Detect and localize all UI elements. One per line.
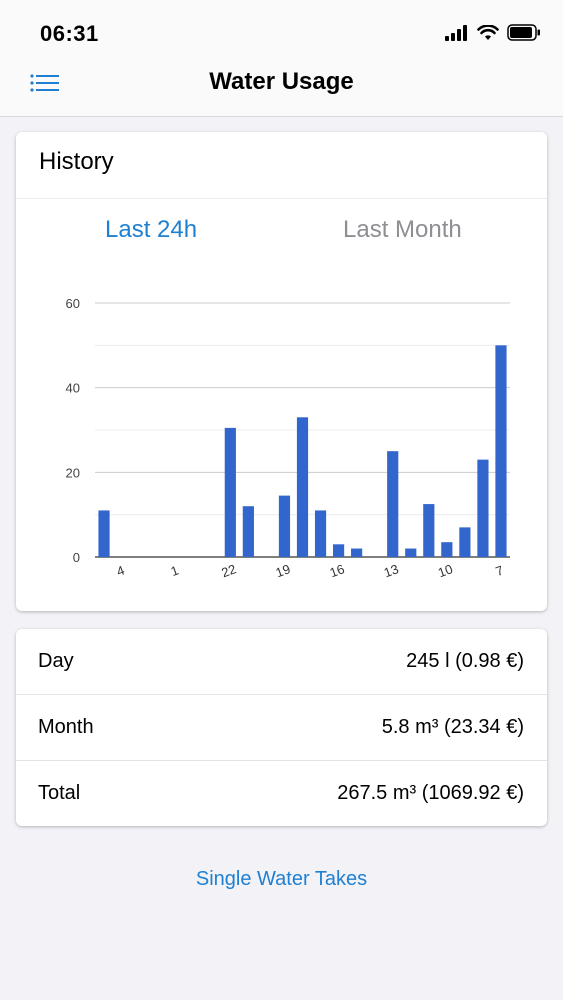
row-divider	[16, 694, 547, 695]
status-bar: 06:31	[0, 0, 563, 64]
cellular-signal-icon	[445, 24, 467, 41]
x-tick-label: 10	[436, 561, 455, 580]
usage-chart: 0 20 40 60 4 1 22 19 16 13 10 7	[16, 282, 547, 592]
x-tick-label: 13	[382, 561, 401, 580]
history-title: History	[39, 148, 114, 175]
x-tick-label: 4	[115, 562, 127, 579]
status-icons	[445, 24, 541, 41]
tab-last-month[interactable]: Last Month	[343, 216, 462, 243]
x-tick-label: 22	[219, 561, 238, 580]
y-tick-label: 40	[66, 381, 80, 396]
x-tick-label: 1	[169, 562, 181, 579]
y-tick-label: 60	[66, 296, 80, 311]
period-tabs: Last 24h Last Month	[16, 198, 547, 264]
stats-day-label: Day	[38, 650, 74, 672]
y-tick-label: 0	[73, 550, 80, 565]
single-water-takes-link[interactable]: Single Water Takes	[195, 868, 368, 890]
bar	[224, 427, 236, 557]
stats-row-day: Day 245 l (0.98 €)	[16, 629, 547, 695]
bar	[405, 548, 417, 557]
bar	[242, 506, 254, 557]
bar	[387, 451, 399, 557]
history-header: History	[16, 132, 547, 199]
bar	[459, 527, 471, 557]
stats-day-value: 245 l (0.98 €)	[406, 650, 524, 672]
bar	[332, 544, 345, 557]
status-time: 06:31	[40, 21, 99, 46]
bar	[351, 548, 363, 557]
x-tick-label: 19	[274, 561, 293, 580]
navigation-bar: Water Usage	[0, 64, 563, 117]
bar	[423, 504, 435, 557]
bar	[98, 510, 110, 557]
battery-icon	[507, 24, 540, 41]
stats-card: Day 245 l (0.98 €) Month 5.8 m³ (23.34 €…	[16, 629, 547, 826]
x-tick-label: 7	[493, 562, 505, 579]
bar	[296, 417, 309, 557]
bar	[477, 459, 489, 557]
x-tick-label: 16	[328, 561, 347, 580]
bar	[441, 542, 453, 557]
stats-row-total: Total 267.5 m³ (1069.92 €)	[16, 761, 547, 827]
bar	[495, 345, 507, 557]
stats-total-value: 267.5 m³ (1069.92 €)	[337, 782, 524, 804]
bar	[278, 495, 291, 557]
row-divider	[16, 760, 547, 761]
bar	[314, 510, 327, 557]
menu-button[interactable]	[30, 72, 60, 94]
y-tick-label: 20	[66, 465, 80, 480]
stats-month-value: 5.8 m³ (23.34 €)	[381, 716, 524, 738]
tab-last-24h[interactable]: Last 24h	[105, 216, 198, 243]
stats-row-month: Month 5.8 m³ (23.34 €)	[16, 695, 547, 761]
history-card: History Last 24h Last Month 0 20 40 60 4 1 22 1…	[16, 132, 547, 611]
list-icon	[30, 74, 59, 92]
stats-total-label: Total	[38, 782, 81, 804]
wifi-icon	[477, 24, 499, 40]
stats-month-label: Month	[38, 716, 94, 738]
page-title: Water Usage	[209, 68, 354, 95]
